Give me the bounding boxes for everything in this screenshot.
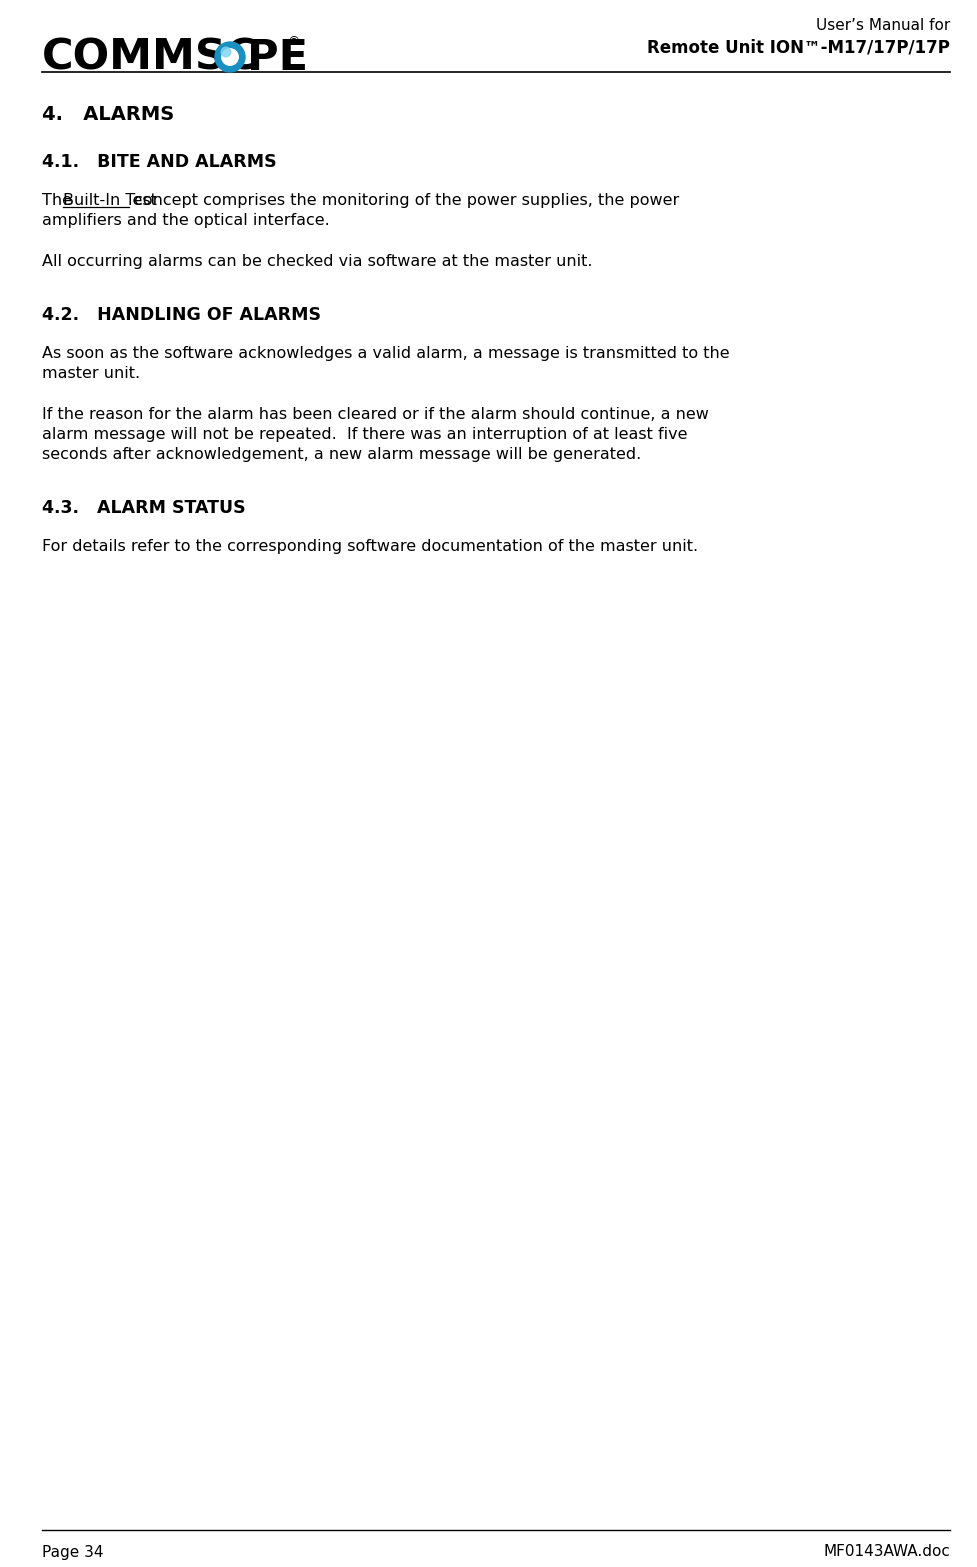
Text: concept comprises the monitoring of the power supplies, the power: concept comprises the monitoring of the … — [129, 193, 680, 208]
Text: master unit.: master unit. — [42, 367, 140, 381]
Circle shape — [221, 47, 231, 56]
Text: As soon as the software acknowledges a valid alarm, a message is transmitted to : As soon as the software acknowledges a v… — [42, 346, 730, 360]
Text: For details refer to the corresponding software documentation of the master unit: For details refer to the corresponding s… — [42, 539, 699, 555]
Text: MF0143AWA.doc: MF0143AWA.doc — [824, 1545, 950, 1559]
Text: PE: PE — [247, 38, 308, 78]
Text: User’s Manual for: User’s Manual for — [816, 17, 950, 33]
Text: Built-In Test: Built-In Test — [63, 193, 156, 208]
Text: Remote Unit ION™-M17/17P/17P: Remote Unit ION™-M17/17P/17P — [647, 38, 950, 56]
Text: The: The — [42, 193, 77, 208]
Text: All occurring alarms can be checked via software at the master unit.: All occurring alarms can be checked via … — [42, 254, 592, 270]
Text: 4.3.   ALARM STATUS: 4.3. ALARM STATUS — [42, 498, 245, 517]
Text: alarm message will not be repeated.  If there was an interruption of at least fi: alarm message will not be repeated. If t… — [42, 426, 688, 442]
Text: If the reason for the alarm has been cleared or if the alarm should continue, a : If the reason for the alarm has been cle… — [42, 407, 709, 422]
Circle shape — [215, 42, 245, 72]
Text: Page 34: Page 34 — [42, 1545, 104, 1559]
Text: seconds after acknowledgement, a new alarm message will be generated.: seconds after acknowledgement, a new ala… — [42, 447, 641, 462]
Text: 4.   ALARMS: 4. ALARMS — [42, 105, 174, 124]
Text: 4.1.   BITE AND ALARMS: 4.1. BITE AND ALARMS — [42, 154, 276, 171]
Text: amplifiers and the optical interface.: amplifiers and the optical interface. — [42, 213, 330, 229]
Text: COMMSC: COMMSC — [42, 38, 259, 78]
Circle shape — [222, 49, 238, 66]
Text: 4.2.   HANDLING OF ALARMS: 4.2. HANDLING OF ALARMS — [42, 306, 321, 324]
Text: ®: ® — [287, 36, 300, 49]
